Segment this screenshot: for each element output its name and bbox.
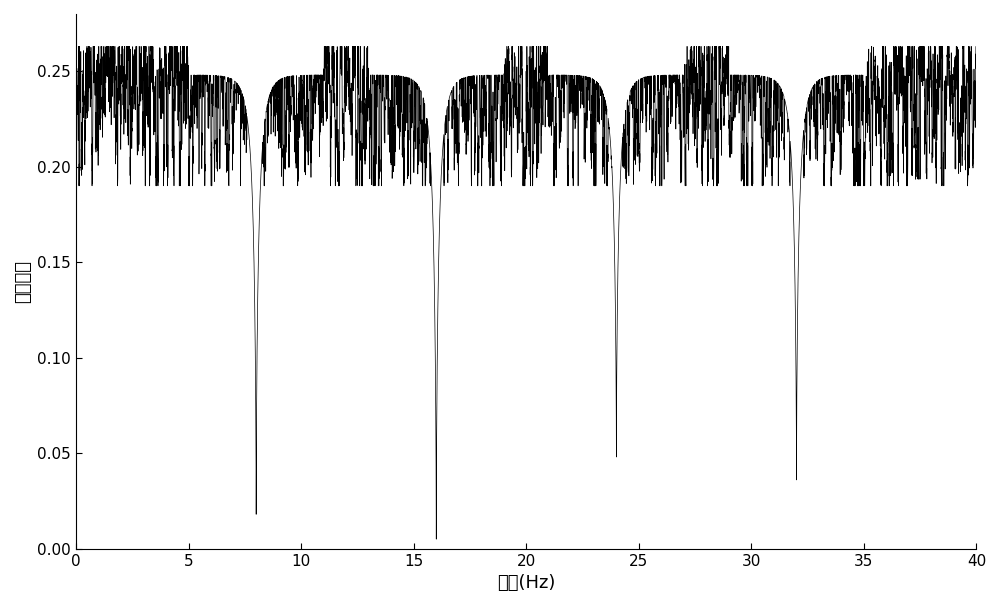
- X-axis label: 频率(Hz): 频率(Hz): [497, 574, 555, 592]
- Y-axis label: 频谱方差: 频谱方差: [14, 260, 32, 303]
